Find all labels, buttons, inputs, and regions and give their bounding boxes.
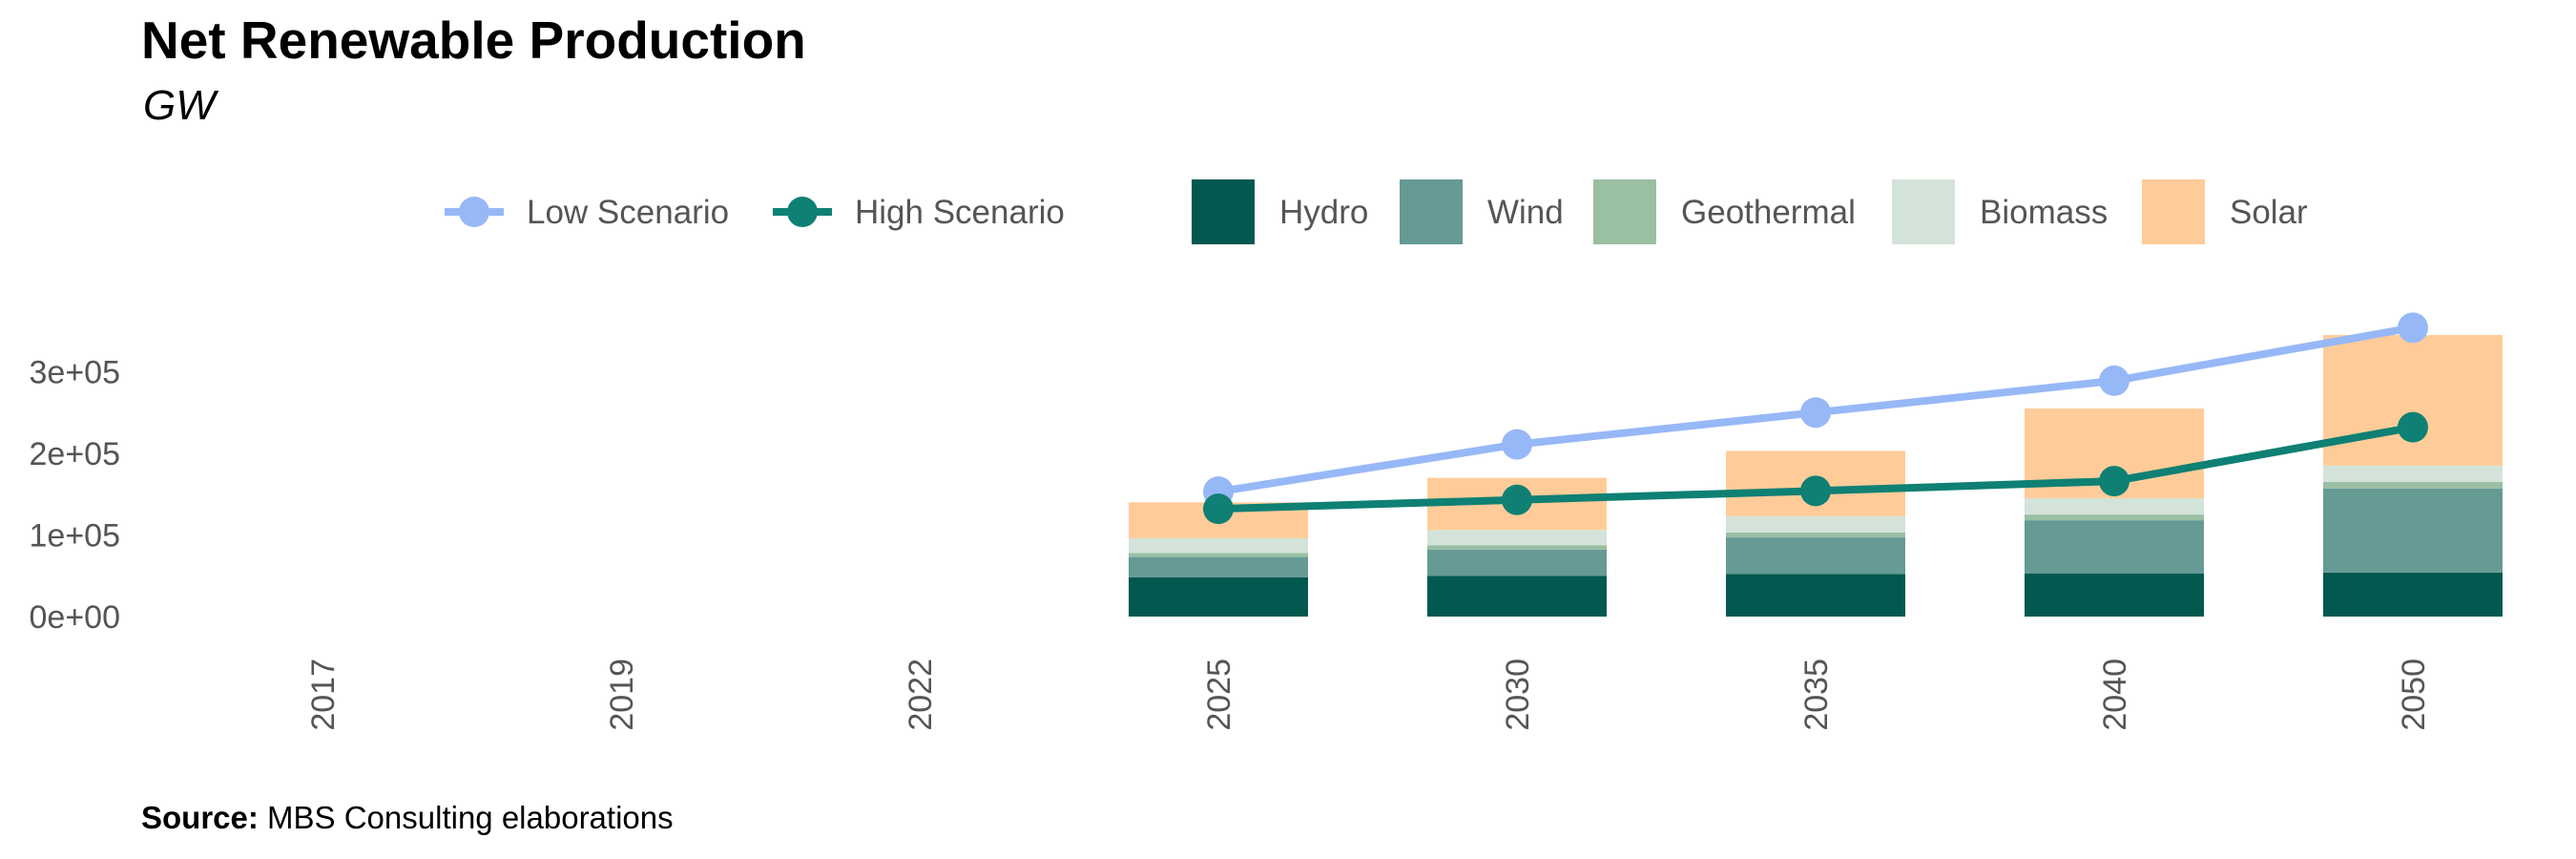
bar-segment-wind [2323, 488, 2503, 573]
legend-label-hydro: Hydro [1279, 194, 1368, 231]
bar-segment-wind [1726, 537, 1905, 575]
x-tick-label: 2019 [604, 659, 640, 731]
point-low-scenario [1800, 397, 1831, 429]
point-high-scenario [1800, 475, 1831, 507]
x-tick-label: 2050 [2396, 659, 2432, 731]
y-tick-label: 1e+05 [30, 518, 121, 555]
bar-segment-hydro [1427, 576, 1607, 617]
bar-segment-hydro [2025, 573, 2204, 617]
legend-key-biomass [1892, 179, 1955, 244]
legend-label-solar: Solar [2230, 194, 2308, 231]
legend: Low Scenario High Scenario Hydro Wind Geothe… [445, 179, 2308, 244]
legend-label-geothermal: Geothermal [1681, 194, 1856, 231]
x-tick-label: 2025 [1201, 659, 1237, 731]
x-tick-label: 2035 [1798, 659, 1835, 731]
legend-key-solar [2142, 179, 2205, 244]
source-label: Source: [141, 800, 259, 835]
bar-segment-biomass [1129, 537, 1308, 554]
point-low-scenario [2398, 312, 2428, 344]
bar-segment-geothermal [1129, 553, 1308, 557]
point-high-scenario [1502, 484, 1532, 515]
bar-segment-biomass [1726, 515, 1905, 533]
source-note: Source: MBS Consulting elaborations [141, 800, 674, 836]
legend-label-high-scenario: High Scenario [855, 194, 1065, 231]
legend-key-hydro [1192, 179, 1255, 244]
x-tick-label: 2022 [903, 659, 939, 731]
point-high-scenario [1203, 493, 1234, 525]
legend-label-low-scenario: Low Scenario [527, 194, 729, 231]
legend-label-wind: Wind [1487, 194, 1564, 231]
point-high-scenario [2398, 411, 2428, 443]
x-tick-label: 2040 [2097, 659, 2133, 731]
bar-segment-geothermal [1726, 532, 1905, 538]
bar-segment-biomass [2025, 498, 2204, 515]
bars [1129, 335, 2503, 617]
legend-label-biomass: Biomass [1980, 194, 2108, 231]
point-low-scenario [1502, 429, 1532, 460]
bar-segment-solar [2323, 335, 2503, 466]
point-low-scenario [2099, 365, 2129, 396]
legend-key-wind [1400, 179, 1463, 244]
bar-segment-geothermal [2025, 514, 2204, 521]
x-tick-label: 2030 [1500, 659, 1536, 731]
bar-segment-hydro [1129, 576, 1308, 617]
y-axis: 0e+00 1e+05 2e+05 3e+05 [30, 355, 121, 637]
bar-segment-geothermal [2323, 481, 2503, 489]
chart-title: Net Renewable Production [141, 10, 806, 70]
bar-segment-biomass [2323, 465, 2503, 482]
bar-segment-wind [1427, 549, 1607, 576]
x-tick-label: 2017 [305, 659, 342, 731]
y-tick-label: 0e+00 [30, 599, 121, 636]
legend-key-marker-high-scenario [787, 197, 818, 227]
bar-segment-geothermal [1427, 545, 1607, 550]
legend-key-marker-low-scenario [459, 197, 489, 227]
point-high-scenario [2099, 466, 2129, 497]
bar-segment-wind [2025, 520, 2204, 574]
bar-segment-hydro [1726, 574, 1905, 617]
source-text: MBS Consulting elaborations [267, 800, 674, 835]
y-tick-label: 2e+05 [30, 436, 121, 472]
y-tick-label: 3e+05 [30, 355, 121, 391]
bar-segment-hydro [2323, 572, 2503, 617]
x-axis: 2017 2019 2022 2025 2030 2035 2040 2050 [305, 659, 2432, 731]
bar-segment-biomass [1427, 530, 1607, 546]
legend-key-geothermal [1593, 179, 1656, 244]
bar-segment-wind [1129, 556, 1308, 577]
series-lines [1203, 312, 2428, 525]
chart-subtitle: GW [143, 82, 216, 129]
